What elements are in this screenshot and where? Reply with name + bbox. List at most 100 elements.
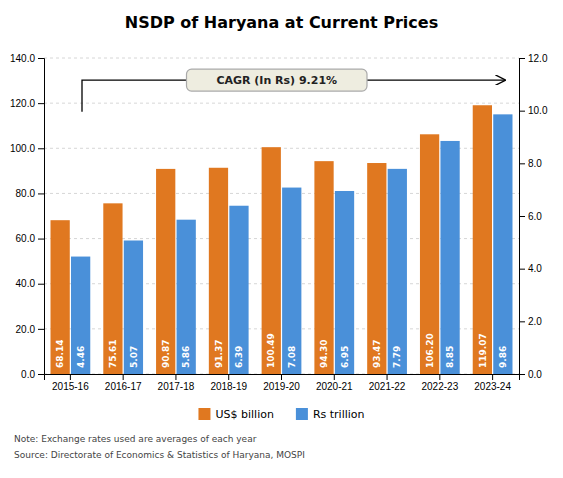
- tick: 0.0: [519, 369, 542, 380]
- tick: 20.0: [16, 324, 44, 335]
- axis-line: [38, 59, 45, 375]
- bar: [440, 141, 459, 374]
- bar: [51, 220, 70, 374]
- data-label: 90.87: [161, 340, 171, 368]
- tick-mark: [519, 163, 525, 164]
- tick-label: 2016-17: [105, 381, 142, 392]
- data-label: 68.14: [55, 340, 65, 368]
- bar: [177, 220, 196, 374]
- tick-label: 40.0: [16, 278, 36, 289]
- data-label: 9.86: [498, 346, 508, 368]
- tick-label: 20.0: [16, 324, 36, 335]
- data-label: 100.49: [266, 333, 276, 368]
- tick-label: 2023-24: [474, 381, 511, 392]
- tick-label: 10.0: [528, 105, 548, 116]
- data-label: 6.95: [340, 346, 350, 368]
- tick-mark: [228, 374, 229, 380]
- tick-label: 140.0: [10, 53, 35, 64]
- tick: 2015-16: [52, 374, 89, 392]
- tick-mark: [38, 329, 44, 330]
- bar: [367, 163, 386, 374]
- y2-axis: 0.0 2.0 4.0 6.0 8.0 10.0 12.0: [519, 53, 548, 380]
- note: Source: Directorate of Economics & Stati…: [14, 450, 305, 460]
- plot: 68.1475.6190.8791.37100.4994.3093.47106.…: [10, 53, 548, 392]
- chart: 68.1475.6190.8791.37100.4994.3093.47106.…: [0, 0, 563, 478]
- bar: [229, 206, 248, 374]
- bar: [103, 203, 122, 374]
- data-label: 8.85: [445, 346, 455, 368]
- bar: [314, 161, 333, 374]
- bar: [71, 257, 90, 374]
- tick: 60.0: [16, 233, 44, 244]
- data-label: 75.61: [108, 340, 118, 368]
- bar: [282, 188, 301, 374]
- tick: 2017-18: [158, 374, 195, 392]
- legend-label: US$ billion: [215, 408, 273, 421]
- tick: 2021-22: [369, 374, 406, 392]
- bar: [209, 168, 228, 374]
- tick-mark: [387, 374, 388, 380]
- tick-mark: [38, 284, 44, 285]
- tick-mark: [492, 374, 493, 380]
- tick: 4.0: [519, 263, 542, 274]
- annotation-line: [82, 80, 187, 112]
- tick-label: 2.0: [528, 316, 542, 327]
- y-axis: 0.020.040.060.080.0100.0120.0140.0: [10, 53, 45, 380]
- tick-label: 8.0: [528, 158, 542, 169]
- tick: 120.0: [10, 98, 44, 109]
- tick: 100.0: [10, 143, 44, 154]
- tick: 80.0: [16, 188, 44, 199]
- tick: 2023-24: [474, 374, 511, 392]
- tick-mark: [439, 374, 440, 380]
- tick-label: 6.0: [528, 211, 542, 222]
- tick-label: 2022-23: [421, 381, 458, 392]
- tick-mark: [175, 374, 176, 380]
- tick-mark: [334, 374, 335, 380]
- data-label: 93.47: [372, 340, 382, 368]
- tick-mark: [123, 374, 124, 380]
- grid-line: [44, 103, 519, 104]
- tick: 2019-20: [263, 374, 300, 392]
- tick-mark: [38, 103, 44, 104]
- tick-label: 0.0: [528, 369, 542, 380]
- data-label: 5.86: [181, 346, 191, 368]
- legend: US$ billion Rs trillion: [198, 408, 364, 421]
- tick-label: 2017-18: [158, 381, 195, 392]
- tick-label: 2018-19: [210, 381, 247, 392]
- tick: 2016-17: [105, 374, 142, 392]
- tick: 2.0: [519, 316, 542, 327]
- tick: 10.0: [519, 105, 548, 116]
- tick-label: 2021-22: [369, 381, 406, 392]
- tick-mark: [519, 269, 525, 270]
- data-label: 119.07: [478, 333, 488, 368]
- data-label: 4.46: [76, 346, 86, 368]
- x-axis: 2015-16 2016-17 2017-18 2018-19 2019-20 2020-…: [45, 374, 520, 392]
- bar: [388, 169, 407, 374]
- bar: [493, 114, 512, 374]
- bar: [473, 105, 492, 374]
- data-label: 6.39: [234, 346, 244, 368]
- tick: 140.0: [10, 53, 44, 64]
- tick: 12.0: [519, 53, 548, 64]
- axis-line: [520, 59, 526, 375]
- tick-label: 100.0: [10, 143, 35, 154]
- legend-item: US$ billion: [198, 408, 273, 421]
- tick-mark: [519, 58, 525, 59]
- tick-label: 60.0: [16, 233, 36, 244]
- bar: [420, 134, 439, 374]
- grid: [44, 58, 519, 374]
- data-label: 7.79: [392, 346, 402, 368]
- tick-label: 12.0: [528, 53, 548, 64]
- tick-mark: [38, 58, 44, 59]
- data-label: 7.08: [287, 346, 297, 368]
- legend-label: Rs trillion: [313, 408, 365, 421]
- tick-mark: [70, 374, 71, 380]
- bar: [262, 147, 281, 374]
- data-label: 106.20: [425, 333, 435, 368]
- tick-label: 2020-21: [316, 381, 353, 392]
- tick: 2020-21: [316, 374, 353, 392]
- data-label: 91.37: [214, 340, 224, 368]
- bar: [156, 169, 175, 374]
- annotation-arrow: [367, 79, 505, 80]
- tick-label: 4.0: [528, 263, 542, 274]
